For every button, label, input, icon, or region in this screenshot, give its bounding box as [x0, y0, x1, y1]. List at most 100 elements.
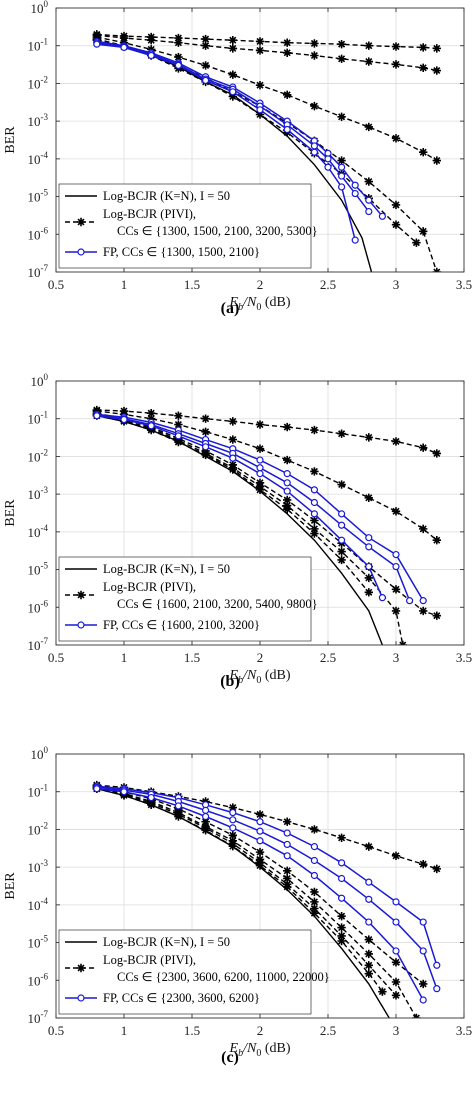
- y-tick-label: 10-2: [28, 820, 49, 837]
- x-tick-label: 1.5: [184, 650, 200, 665]
- series-pivi-2-point: [310, 825, 319, 834]
- x-tick-label: 1: [121, 650, 128, 665]
- y-tick-label: 10-6: [28, 598, 49, 615]
- series-pivi-4-point: [310, 101, 319, 111]
- series-pivi-3-point: [364, 57, 373, 66]
- series-pivi-3-point: [337, 480, 346, 489]
- series-pivi-3-point: [147, 414, 156, 423]
- x-tick-label: 1: [121, 277, 128, 292]
- series-pivi-4-point: [391, 977, 401, 987]
- series-pivi-4-point: [391, 134, 401, 143]
- series-fp-7-point: [365, 196, 373, 204]
- series-pivi-2-point: [255, 810, 265, 819]
- legend-label-pivi-ccs: CCs ∈ {1600, 2100, 3200, 5400, 9800}: [117, 597, 318, 611]
- series-pivi-3-point: [255, 444, 265, 453]
- series-pivi-4-point: [364, 949, 373, 959]
- series-fp-7-point: [419, 597, 427, 605]
- x-tick-label: 2: [257, 650, 264, 665]
- x-tick-label: 2.5: [320, 1023, 336, 1038]
- series-pivi-3-point: [228, 831, 237, 840]
- series-pivi-2-point: [391, 42, 401, 51]
- series-pivi-6-point: [391, 220, 401, 229]
- series-pivi-4-line: [96, 36, 438, 162]
- series-fp-9-point: [283, 852, 291, 860]
- legend-label-fp: FP, CCs ∈ {2300, 3600, 6200}: [103, 991, 260, 1005]
- series-pivi-6-point: [412, 238, 421, 247]
- x-axis-label: Eb/N0 (dB): [229, 1041, 291, 1059]
- series-pivi-5-point: [364, 961, 373, 970]
- series-pivi-6-point: [378, 987, 387, 996]
- x-tick-label: 3: [393, 277, 400, 292]
- legend-frame: [58, 183, 312, 269]
- series-fp-8-point: [338, 521, 346, 529]
- series-fp-9-point: [229, 824, 237, 832]
- legend-box: [59, 184, 311, 268]
- x-tick-label: 2: [257, 1023, 264, 1038]
- series-pivi-2-point: [391, 437, 401, 446]
- y-tick-label: 10-1: [28, 783, 49, 800]
- series-pivi-2-point: [283, 38, 292, 47]
- legend-marker-pivi: [76, 963, 86, 973]
- series-pivi-4-point: [283, 874, 292, 883]
- series-pivi-6-point: [255, 861, 265, 870]
- y-tick-label: 10-4: [28, 896, 49, 913]
- series-pivi-6-point: [337, 555, 346, 565]
- series-pivi-6-point: [364, 969, 373, 978]
- series-fp-9-point: [283, 487, 291, 495]
- series-pivi-6-point: [147, 425, 156, 435]
- series-fp-7-point: [283, 470, 291, 478]
- series-pivi-2-point: [337, 429, 346, 438]
- series-pivi-2-point: [432, 449, 441, 458]
- series-pivi-4-point: [419, 148, 428, 157]
- series-pivi-5-point: [337, 931, 346, 941]
- series-fp-9-point: [174, 432, 182, 440]
- series-pivi-6-line: [96, 788, 383, 993]
- series-fp-9-point: [147, 422, 155, 430]
- legend-box: [59, 557, 311, 641]
- series-pivi-4-point: [432, 611, 441, 620]
- series-pivi-2-point: [255, 420, 265, 429]
- y-tick-label: 10-1: [28, 410, 49, 427]
- legend-label-ref: Log-BCJR (K=N), I = 50: [103, 935, 230, 949]
- panel-caption: (c): [221, 1049, 239, 1066]
- series-pivi-3-point: [283, 455, 292, 465]
- x-tick-label: 3.5: [456, 277, 472, 292]
- series-fp-9-point: [229, 88, 237, 96]
- series-fp-7-point: [283, 829, 291, 837]
- x-tick-label: 1.5: [184, 1023, 200, 1038]
- series-fp-9-point: [174, 802, 182, 810]
- x-tick-label: 3.5: [456, 650, 472, 665]
- series-pivi-6-point: [283, 882, 292, 892]
- series-fp-8-point: [202, 806, 210, 814]
- series-pivi-2-point: [337, 39, 346, 49]
- legend-label-fp: FP, CCs ∈ {1600, 2100, 3200}: [103, 618, 260, 632]
- legend-label-pivi-ccs: CCs ∈ {2300, 3600, 6200, 11000, 22000}: [117, 970, 330, 984]
- series-fp-9-point: [283, 125, 291, 134]
- series-pivi-4-point: [255, 80, 265, 90]
- series-pivi-2-point: [364, 41, 373, 50]
- series-pivi-5-line: [96, 38, 438, 272]
- y-tick-label: 10-2: [28, 74, 49, 91]
- x-tick-label: 2.5: [320, 277, 336, 292]
- series-fp-9-point: [338, 894, 346, 902]
- series-fp-8-point: [310, 856, 318, 865]
- series-pivi-6-point: [255, 485, 265, 495]
- series-fp-7-line: [96, 40, 383, 217]
- series-pivi-6-point: [228, 465, 237, 474]
- series-pivi-2-point: [201, 34, 210, 44]
- legend-frame: [58, 556, 312, 642]
- series-pivi-3-point: [337, 54, 346, 63]
- series-pivi-2-point: [419, 443, 428, 452]
- series-pivi-2-point: [147, 409, 156, 418]
- series-pivi-4-point: [391, 585, 401, 594]
- legend-label-ref: Log-BCJR (K=N), I = 50: [103, 189, 230, 203]
- series-pivi-3-point: [255, 847, 265, 857]
- legend-label-ref: Log-BCJR (K=N), I = 50: [103, 562, 230, 576]
- series-pivi-3-point: [228, 44, 237, 53]
- y-tick-label: 100: [31, 0, 49, 16]
- series-pivi-6-point: [147, 800, 156, 809]
- series-pivi-2-point: [419, 859, 428, 869]
- series-fp-7-line: [96, 785, 438, 966]
- series-pivi-5-point: [310, 904, 319, 913]
